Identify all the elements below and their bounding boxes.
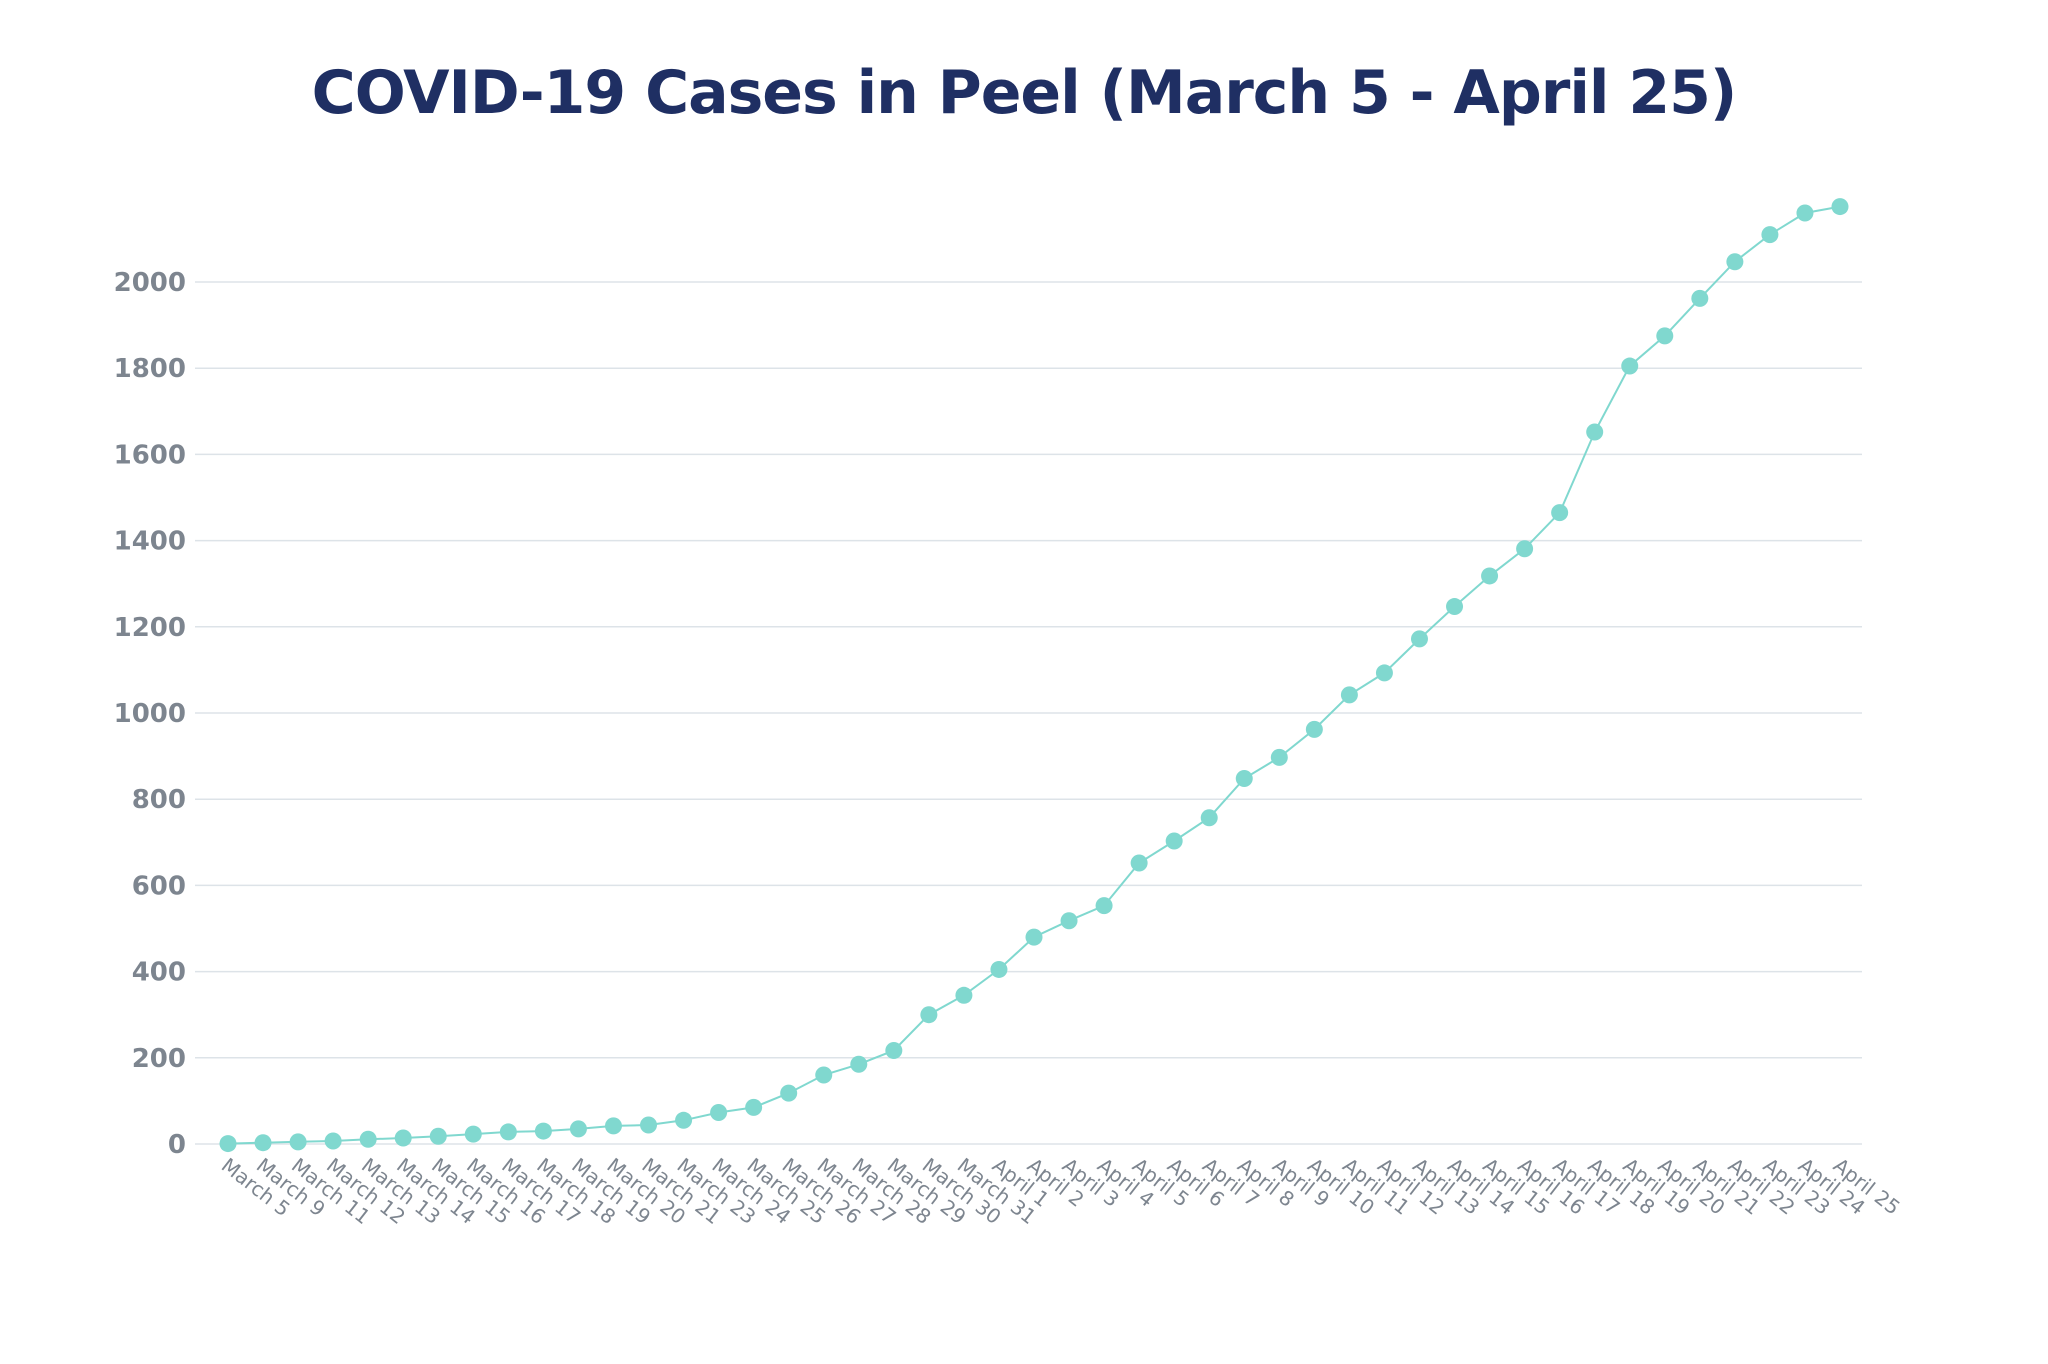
data-points bbox=[219, 198, 1849, 1153]
data-point bbox=[1796, 204, 1814, 222]
y-axis-ticks: 0 200 400 600 800 1000 1200 1400 1600 1800 2000 bbox=[114, 268, 186, 1160]
chart-title: COVID-19 Cases in Peel (March 5 - April … bbox=[311, 58, 1738, 128]
data-point bbox=[1621, 357, 1639, 375]
y-tick-label: 2000 bbox=[114, 268, 186, 298]
data-point bbox=[920, 1006, 938, 1024]
data-point bbox=[1446, 598, 1464, 616]
data-point bbox=[604, 1117, 622, 1135]
y-tick-label: 1400 bbox=[114, 527, 186, 557]
data-point bbox=[254, 1134, 272, 1152]
data-point bbox=[1831, 198, 1849, 216]
data-point bbox=[1410, 630, 1428, 648]
data-point bbox=[710, 1104, 728, 1122]
data-point bbox=[1025, 928, 1043, 946]
data-point bbox=[1761, 226, 1779, 244]
data-point bbox=[1095, 897, 1113, 915]
data-point bbox=[394, 1129, 412, 1147]
data-point bbox=[464, 1125, 482, 1143]
data-point bbox=[1516, 540, 1534, 558]
data-point bbox=[1200, 809, 1218, 827]
data-point bbox=[675, 1111, 693, 1129]
data-point bbox=[289, 1133, 307, 1151]
y-tick-label: 400 bbox=[132, 958, 186, 988]
data-point bbox=[534, 1122, 552, 1140]
data-point bbox=[1691, 289, 1709, 307]
data-point bbox=[219, 1135, 237, 1153]
data-point bbox=[640, 1116, 658, 1134]
data-point bbox=[1551, 504, 1569, 522]
y-tick-label: 200 bbox=[132, 1044, 186, 1074]
data-point bbox=[1726, 253, 1744, 271]
data-point bbox=[1130, 854, 1148, 872]
data-point bbox=[885, 1041, 903, 1059]
data-point bbox=[1340, 686, 1358, 704]
data-point bbox=[1165, 832, 1183, 850]
y-tick-label: 0 bbox=[168, 1130, 186, 1160]
data-point bbox=[569, 1120, 587, 1138]
y-tick-label: 1000 bbox=[114, 699, 186, 729]
y-tick-label: 1800 bbox=[114, 354, 186, 384]
data-point bbox=[850, 1055, 868, 1073]
y-tick-label: 1600 bbox=[114, 440, 186, 470]
data-point bbox=[1481, 567, 1499, 585]
data-point bbox=[429, 1127, 447, 1145]
data-point bbox=[1270, 748, 1288, 766]
data-point bbox=[955, 986, 973, 1004]
data-point bbox=[1235, 770, 1253, 788]
series-line bbox=[227, 205, 1841, 1145]
y-tick-label: 1200 bbox=[114, 613, 186, 643]
data-point bbox=[499, 1123, 517, 1141]
data-point bbox=[745, 1098, 763, 1116]
data-point bbox=[780, 1084, 798, 1102]
data-point bbox=[324, 1132, 342, 1150]
data-point bbox=[1060, 912, 1078, 930]
data-point bbox=[1586, 423, 1604, 441]
data-point bbox=[1305, 720, 1323, 738]
data-point bbox=[815, 1066, 833, 1084]
data-point bbox=[359, 1130, 377, 1148]
data-point bbox=[1656, 327, 1674, 345]
data-point bbox=[1375, 664, 1393, 682]
gridlines bbox=[195, 281, 1862, 1145]
data-point bbox=[990, 960, 1008, 978]
y-tick-label: 800 bbox=[132, 785, 186, 815]
y-tick-label: 600 bbox=[132, 871, 186, 901]
